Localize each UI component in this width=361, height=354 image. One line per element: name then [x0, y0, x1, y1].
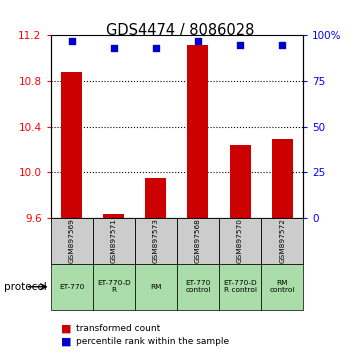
- Text: ET-770-D
R: ET-770-D R: [97, 280, 131, 293]
- Point: [237, 42, 243, 47]
- Bar: [219, 218, 261, 264]
- Text: ■: ■: [61, 337, 72, 347]
- Bar: [103, 214, 124, 218]
- Bar: [271, 139, 293, 218]
- Point: [195, 38, 201, 44]
- Bar: [51, 218, 93, 264]
- Text: RM
control: RM control: [269, 280, 295, 293]
- Point: [69, 38, 74, 44]
- Point: [279, 42, 285, 47]
- Text: percentile rank within the sample: percentile rank within the sample: [76, 337, 229, 346]
- Bar: [61, 72, 82, 218]
- Bar: [261, 218, 303, 264]
- Bar: [177, 218, 219, 264]
- Text: GSM897572: GSM897572: [279, 218, 285, 263]
- Text: ■: ■: [61, 323, 72, 333]
- Bar: [145, 178, 166, 218]
- Bar: [135, 264, 177, 310]
- Text: transformed count: transformed count: [76, 324, 160, 333]
- Bar: [261, 264, 303, 310]
- Text: ET-770: ET-770: [59, 284, 84, 290]
- Text: ET-770
control: ET-770 control: [185, 280, 211, 293]
- Bar: [51, 264, 93, 310]
- Text: GSM897573: GSM897573: [153, 218, 159, 263]
- Bar: [230, 145, 251, 218]
- Text: protocol: protocol: [4, 282, 46, 292]
- Point: [111, 45, 117, 51]
- Bar: [93, 218, 135, 264]
- Bar: [219, 264, 261, 310]
- Text: GDS4474 / 8086028: GDS4474 / 8086028: [106, 23, 255, 38]
- Text: RM: RM: [150, 284, 162, 290]
- Text: GSM897569: GSM897569: [69, 218, 75, 263]
- Bar: [135, 218, 177, 264]
- Bar: [187, 45, 208, 218]
- Text: GSM897570: GSM897570: [237, 218, 243, 263]
- Bar: [177, 264, 219, 310]
- Text: ET-770-D
R control: ET-770-D R control: [223, 280, 257, 293]
- Point: [153, 45, 159, 51]
- Text: GSM897568: GSM897568: [195, 218, 201, 263]
- Text: GSM897571: GSM897571: [111, 218, 117, 263]
- Bar: [93, 264, 135, 310]
